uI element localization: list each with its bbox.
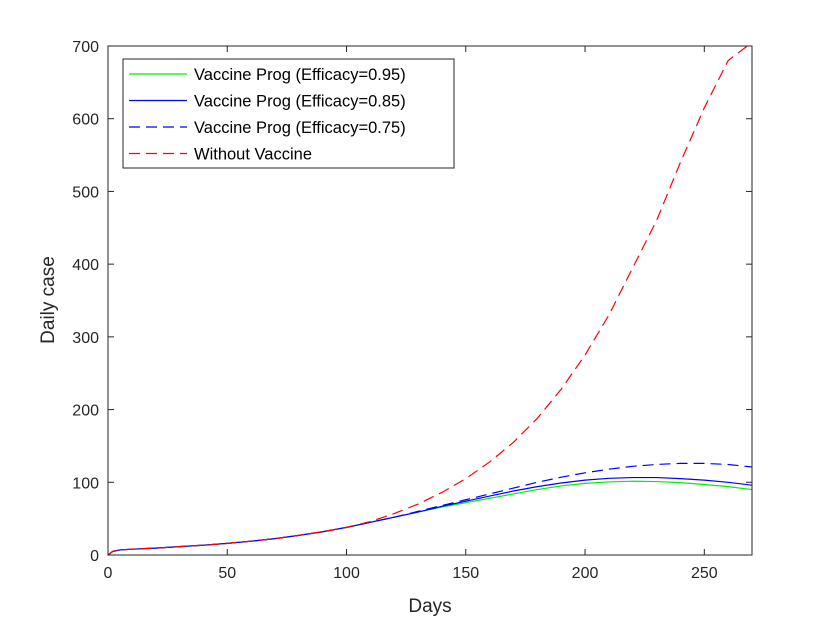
y-axis-label: Daily case xyxy=(38,256,59,344)
y-tick-label: 200 xyxy=(72,403,99,420)
x-axis-label: Days xyxy=(408,596,451,617)
series-line-4 xyxy=(108,46,749,555)
x-tick-label: 0 xyxy=(104,565,113,582)
legend-label-4: Without Vaccine xyxy=(194,146,312,164)
legend-label-3: Vaccine Prog (Efficacy=0.75) xyxy=(194,119,406,137)
plot-frame xyxy=(107,45,753,556)
x-tick-label: 50 xyxy=(218,565,236,582)
legend-box xyxy=(122,58,455,169)
x-tick-label: 250 xyxy=(691,565,718,582)
y-tick-label: 100 xyxy=(72,475,99,492)
x-tick-label: 150 xyxy=(452,565,479,582)
y-tick-label: 700 xyxy=(72,39,99,56)
x-tick-label: 100 xyxy=(333,565,360,582)
y-tick-label: 500 xyxy=(72,184,99,201)
legend: Vaccine Prog (Efficacy=0.95) Vaccine Prog… xyxy=(122,58,455,169)
y-tick-label: 600 xyxy=(72,112,99,129)
x-axis-ticks: 0 50 100 150 200 250 xyxy=(104,46,718,582)
legend-label-1: Vaccine Prog (Efficacy=0.95) xyxy=(194,66,406,84)
y-tick-label: 300 xyxy=(72,330,99,347)
y-axis-ticks: 0 100 200 300 400 500 600 700 xyxy=(72,39,752,565)
y-tick-label: 400 xyxy=(72,257,99,274)
legend-label-2: Vaccine Prog (Efficacy=0.85) xyxy=(194,93,406,111)
plot-lines xyxy=(108,46,752,555)
y-tick-label: 0 xyxy=(90,548,99,565)
x-tick-label: 200 xyxy=(572,565,599,582)
